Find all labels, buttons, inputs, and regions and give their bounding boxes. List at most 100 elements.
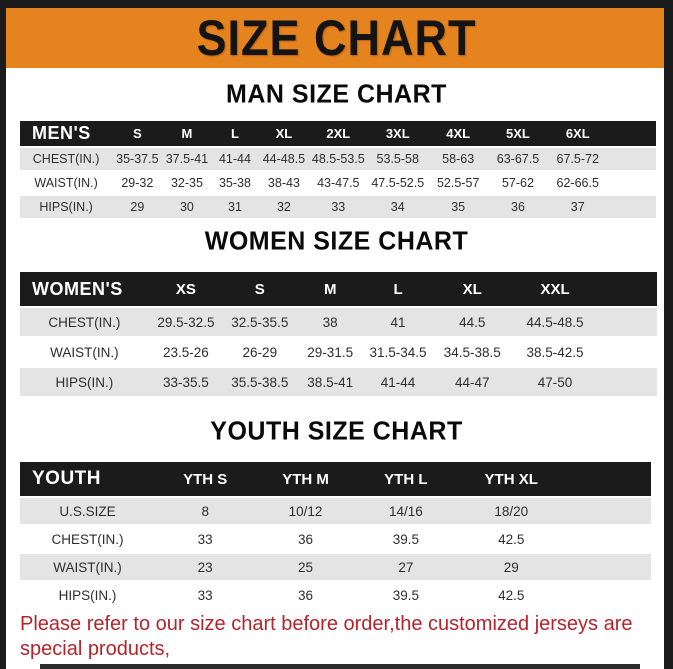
men-row-label: WAIST(IN.) bbox=[20, 170, 113, 195]
youth-cell: 10/12 bbox=[255, 496, 356, 525]
men-cell-filler bbox=[607, 194, 656, 218]
men-header-row: MEN'S S M L XL 2XL 3XL 4XL 5XL 6XL bbox=[20, 121, 656, 147]
men-cell: 67.5-72 bbox=[547, 146, 608, 171]
youth-cell: 23 bbox=[155, 552, 256, 581]
men-cell: 35-37.5 bbox=[112, 146, 163, 171]
women-cell: 23.5-26 bbox=[148, 336, 224, 367]
youth-header-yth-s: YTH S bbox=[155, 462, 256, 497]
youth-cell-filler bbox=[566, 524, 651, 553]
top-black-bar bbox=[0, 0, 673, 8]
women-cell: 44.5-48.5 bbox=[512, 306, 598, 337]
men-cell: 31 bbox=[211, 194, 259, 218]
youth-row-label: HIPS(IN.) bbox=[20, 580, 156, 608]
women-cell: 41-44 bbox=[363, 366, 433, 396]
women-cell: 44-47 bbox=[432, 366, 513, 396]
footer-line-1: Please refer to our size chart before or… bbox=[20, 613, 633, 660]
women-cell: 34.5-38.5 bbox=[432, 336, 513, 367]
bottom-black-strip bbox=[40, 664, 640, 669]
men-header-3xl: 3XL bbox=[367, 121, 429, 147]
men-cell: 52.5-57 bbox=[428, 170, 489, 195]
women-row-label: HIPS(IN.) bbox=[20, 366, 149, 396]
youth-cell: 33 bbox=[155, 524, 256, 553]
women-header-label: WOMEN'S bbox=[20, 272, 149, 307]
men-cell: 48.5-53.5 bbox=[309, 146, 368, 171]
women-cell: 38.5-42.5 bbox=[512, 336, 598, 367]
youth-size-table: YOUTH YTH S YTH M YTH L YTH XL U.S.SIZE 8 10/12… bbox=[20, 462, 651, 608]
youth-cell: 36 bbox=[255, 580, 356, 608]
men-cell: 44-48.5 bbox=[258, 146, 310, 171]
men-cell: 63-67.5 bbox=[488, 146, 548, 171]
men-table: MEN'S S M L XL 2XL 3XL 4XL 5XL 6XL CHEST(IN.) 35-37… bbox=[20, 121, 656, 218]
women-size-table: WOMEN'S XS S M L XL XXL CHEST(IN.) 29.5-32.5 32.5… bbox=[20, 272, 657, 396]
men-cell: 47.5-52.5 bbox=[367, 170, 429, 195]
women-header-m: M bbox=[296, 272, 364, 307]
right-border bbox=[664, 0, 673, 669]
men-header-2xl: 2XL bbox=[309, 121, 368, 147]
youth-cell: 33 bbox=[155, 580, 256, 608]
youth-cell: 25 bbox=[255, 552, 356, 581]
women-cell: 32.5-35.5 bbox=[223, 306, 297, 337]
women-cell: 47-50 bbox=[512, 366, 598, 396]
women-cell: 38.5-41 bbox=[296, 366, 364, 396]
men-row-0: CHEST(IN.) 35-37.5 37.5-41 41-44 44-48.5 48.5… bbox=[20, 146, 656, 171]
men-section-heading: MAN SIZE CHART bbox=[226, 79, 447, 109]
men-cell: 57-62 bbox=[488, 170, 548, 195]
youth-row-0: U.S.SIZE 8 10/12 14/16 18/20 bbox=[20, 496, 651, 525]
women-cell: 29.5-32.5 bbox=[148, 306, 224, 337]
men-header-s: S bbox=[112, 121, 163, 147]
youth-row-3: HIPS(IN.) 33 36 39.5 42.5 bbox=[20, 580, 651, 608]
men-cell: 33 bbox=[309, 194, 368, 218]
youth-cell: 18/20 bbox=[456, 496, 567, 525]
youth-cell: 39.5 bbox=[355, 580, 457, 608]
men-row-1: WAIST(IN.) 29-32 32-35 35-38 38-43 43-47.5 47.… bbox=[20, 170, 656, 195]
men-header-4xl: 4XL bbox=[428, 121, 489, 147]
youth-row-label: U.S.SIZE bbox=[20, 496, 156, 525]
women-header-s: S bbox=[223, 272, 297, 307]
footer-note: Please refer to our size chart before or… bbox=[20, 612, 660, 669]
men-header-filler bbox=[607, 121, 656, 147]
women-row-0: CHEST(IN.) 29.5-32.5 32.5-35.5 38 41 44.5 44.5… bbox=[20, 306, 657, 337]
women-header-row: WOMEN'S XS S M L XL XXL bbox=[20, 272, 657, 307]
men-cell: 35-38 bbox=[211, 170, 259, 195]
youth-cell: 8 bbox=[155, 496, 256, 525]
left-border bbox=[0, 0, 6, 669]
women-header-filler bbox=[597, 272, 657, 307]
youth-header-row: YOUTH YTH S YTH M YTH L YTH XL bbox=[20, 462, 651, 497]
youth-table: YOUTH YTH S YTH M YTH L YTH XL U.S.SIZE 8 10/12… bbox=[20, 462, 651, 608]
youth-cell-filler bbox=[566, 496, 651, 525]
youth-header-filler bbox=[566, 462, 651, 497]
youth-cell-filler bbox=[566, 552, 651, 581]
youth-cell: 29 bbox=[456, 552, 567, 581]
youth-cell-filler bbox=[566, 580, 651, 608]
page-title: SIZE CHART bbox=[196, 8, 477, 67]
youth-row-label: WAIST(IN.) bbox=[20, 552, 156, 581]
women-table: WOMEN'S XS S M L XL XXL CHEST(IN.) 29.5-32.5 32.5… bbox=[20, 272, 657, 396]
women-cell: 38 bbox=[296, 306, 364, 337]
youth-row-label: CHEST(IN.) bbox=[20, 524, 156, 553]
men-header-5xl: 5XL bbox=[488, 121, 548, 147]
title-banner: SIZE CHART bbox=[0, 8, 673, 68]
youth-cell: 14/16 bbox=[355, 496, 457, 525]
men-cell: 35 bbox=[428, 194, 489, 218]
youth-header-yth-l: YTH L bbox=[355, 462, 457, 497]
men-header-6xl: 6XL bbox=[547, 121, 608, 147]
men-cell: 34 bbox=[367, 194, 429, 218]
men-cell: 29-32 bbox=[112, 170, 163, 195]
men-size-table: MEN'S S M L XL 2XL 3XL 4XL 5XL 6XL CHEST(IN.) 35-37… bbox=[20, 121, 656, 218]
youth-header-yth-xl: YTH XL bbox=[456, 462, 567, 497]
men-header-xl: XL bbox=[258, 121, 310, 147]
men-cell: 37 bbox=[547, 194, 608, 218]
women-cell-filler bbox=[597, 306, 657, 337]
women-row-label: WAIST(IN.) bbox=[20, 336, 149, 367]
women-section-heading: WOMEN SIZE CHART bbox=[204, 226, 469, 256]
men-header-l: L bbox=[211, 121, 259, 147]
women-cell: 44.5 bbox=[432, 306, 513, 337]
men-cell-filler bbox=[607, 170, 656, 195]
women-cell-filler bbox=[597, 336, 657, 367]
women-cell: 31.5-34.5 bbox=[363, 336, 433, 367]
men-cell: 62-66.5 bbox=[547, 170, 608, 195]
men-cell: 29 bbox=[112, 194, 163, 218]
men-cell: 32 bbox=[258, 194, 310, 218]
women-header-xl: XL bbox=[432, 272, 513, 307]
